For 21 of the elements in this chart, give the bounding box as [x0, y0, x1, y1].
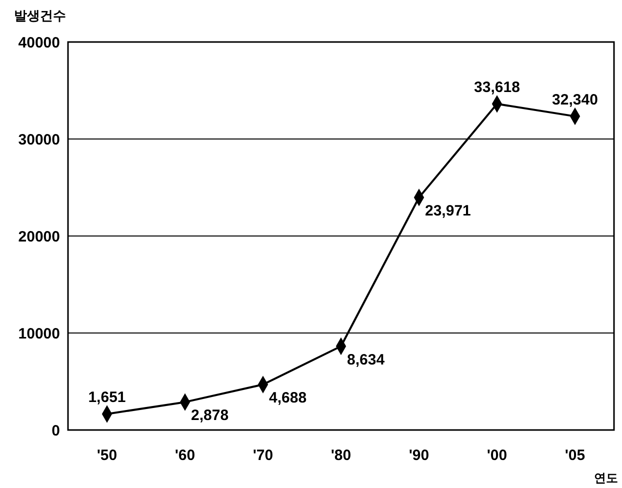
data-label: 32,340	[552, 91, 598, 108]
data-label: 8,634	[347, 351, 386, 368]
x-tick-label: '70	[252, 447, 274, 464]
y-tick-label: 10000	[18, 325, 60, 342]
data-label: 1,651	[88, 388, 126, 406]
x-tick-label: '60	[174, 447, 196, 464]
data-label: 4,688	[269, 390, 307, 407]
y-tick-label: 30000	[18, 131, 60, 148]
y-tick-label: 0	[52, 422, 60, 440]
data-label: 2,878	[191, 407, 229, 424]
x-tick-label: '05	[564, 447, 586, 464]
data-label: 33,618	[474, 78, 520, 96]
x-tick-label: '50	[96, 447, 118, 464]
x-tick-label: '80	[330, 447, 352, 464]
y-axis-title: 발생건수	[14, 8, 66, 23]
x-tick-label: '90	[408, 447, 430, 464]
x-tick-label: '00	[486, 447, 508, 464]
data-label: 23,971	[425, 202, 471, 220]
x-axis-title: 연도	[594, 471, 618, 485]
y-tick-label: 20000	[18, 228, 60, 246]
y-tick-label: 40000	[18, 34, 60, 52]
